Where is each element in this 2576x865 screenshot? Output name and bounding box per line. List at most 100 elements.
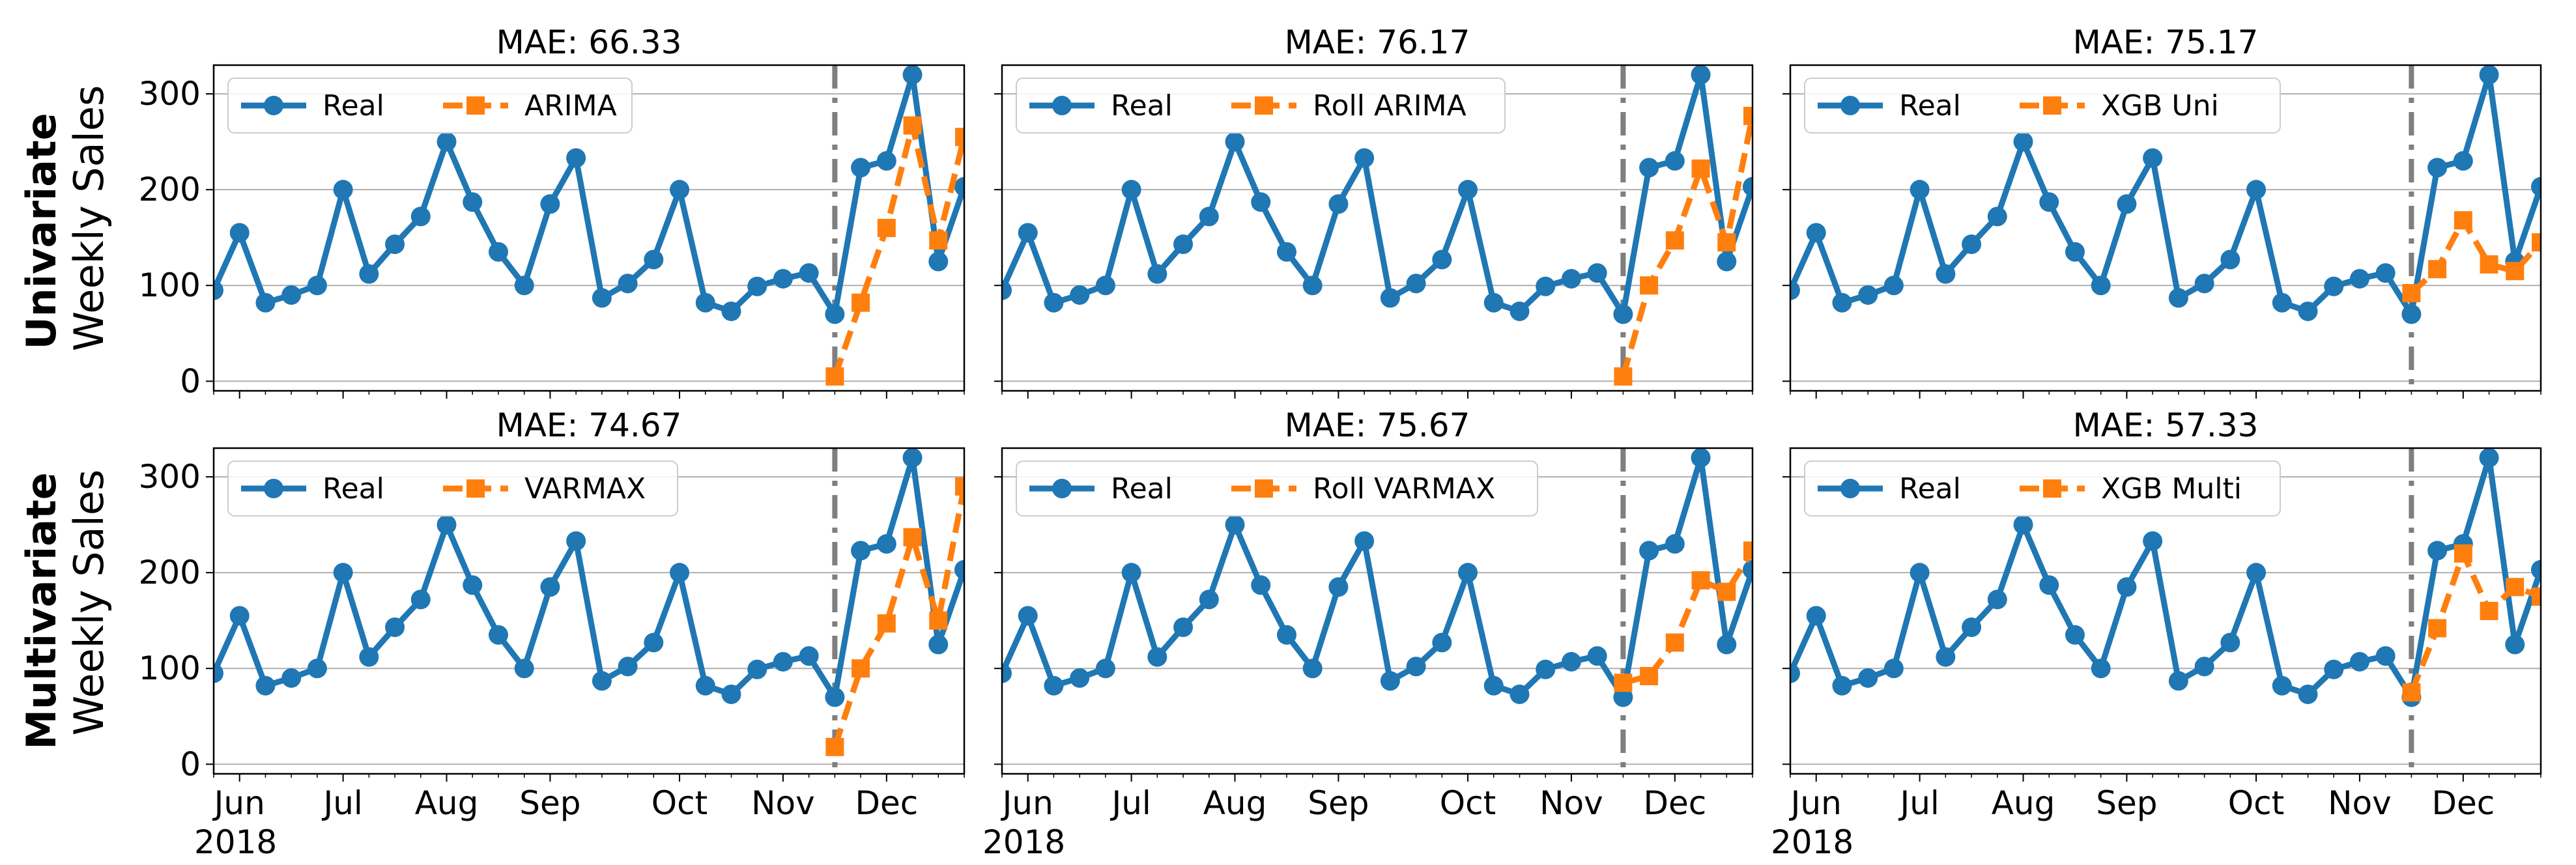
data-point-real xyxy=(2298,301,2318,321)
data-point-real xyxy=(1883,659,1904,679)
data-point-prediction xyxy=(825,367,844,386)
x-tick-label: Sep xyxy=(519,784,580,822)
data-point-real xyxy=(644,632,664,653)
data-point-real xyxy=(1147,647,1167,667)
data-point-real xyxy=(2220,249,2240,270)
axes-frame xyxy=(1789,64,2542,392)
data-point-real xyxy=(1510,301,1530,321)
data-point-real xyxy=(2531,177,2541,197)
data-point-real xyxy=(851,158,871,178)
data-point-real xyxy=(2531,560,2541,580)
row-label-multivariate-bold: Multivariate xyxy=(18,472,65,750)
series-line-prediction xyxy=(832,485,964,748)
data-point-prediction xyxy=(1665,231,1684,250)
legend-marker-prediction xyxy=(2043,479,2061,498)
axes-frame xyxy=(212,447,966,775)
data-point-real xyxy=(2168,288,2188,308)
data-point-real xyxy=(1910,180,1930,200)
data-point-real xyxy=(1717,251,1737,272)
data-point-real xyxy=(1018,606,1038,626)
data-point-real xyxy=(1002,280,1012,300)
data-point-prediction xyxy=(2506,262,2525,281)
data-point-real xyxy=(876,534,896,554)
legend-box xyxy=(1804,461,2281,517)
data-point-real xyxy=(1910,563,1930,583)
data-point-real xyxy=(902,448,923,468)
series-line-real xyxy=(214,455,964,700)
data-point-prediction xyxy=(1691,159,1710,178)
data-point-real xyxy=(2013,515,2033,535)
data-point-real xyxy=(670,180,690,200)
row-label-univariate: Weekly Sales xyxy=(65,85,113,352)
data-point-real xyxy=(1858,668,1878,688)
data-point-real xyxy=(463,575,483,595)
x-tick-label: Jul xyxy=(1109,784,1151,822)
data-point-real xyxy=(1173,617,1194,637)
y-tick-label: 0 xyxy=(180,362,201,400)
data-point-prediction xyxy=(929,611,948,630)
series-group xyxy=(1790,448,2541,707)
data-point-real xyxy=(2194,274,2214,294)
data-point-real xyxy=(1354,148,1375,168)
data-point-real xyxy=(359,264,379,284)
data-point-real xyxy=(1044,675,1064,696)
data-point-prediction xyxy=(2506,578,2525,597)
data-point-real xyxy=(773,268,793,289)
y-tick-label: 200 xyxy=(139,171,201,208)
series-group xyxy=(214,448,964,756)
data-point-real xyxy=(1251,192,1271,212)
data-point-real xyxy=(1199,589,1219,610)
data-point-real xyxy=(721,301,741,321)
data-point-real xyxy=(1095,276,1115,296)
data-point-real xyxy=(2194,657,2214,677)
data-point-prediction xyxy=(877,614,896,633)
data-point-real xyxy=(876,151,896,171)
data-point-prediction xyxy=(2532,233,2541,252)
x-year-label: 2018 xyxy=(194,823,277,861)
data-point-real xyxy=(1962,234,1982,254)
data-point-real xyxy=(1639,541,1659,561)
data-point-real xyxy=(410,589,431,610)
data-point-real xyxy=(410,206,431,227)
data-point-prediction xyxy=(852,293,870,312)
data-point-real xyxy=(1328,577,1349,597)
legend-label-real: Real xyxy=(322,89,384,122)
data-point-real xyxy=(1691,65,1711,85)
data-point-prediction xyxy=(1743,541,1753,560)
x-tick-label: Jul xyxy=(321,784,362,822)
data-point-real xyxy=(1251,575,1271,595)
data-point-real xyxy=(229,606,250,626)
data-point-real xyxy=(1561,651,1581,672)
legend-marker-prediction xyxy=(1255,96,1273,115)
data-point-real xyxy=(2349,651,2369,672)
data-point-real xyxy=(359,647,379,667)
y-tick-label: 100 xyxy=(139,266,201,304)
data-point-real xyxy=(1432,632,1452,653)
x-tick-label: Dec xyxy=(1643,784,1706,822)
data-point-real xyxy=(1987,589,2007,610)
data-point-real xyxy=(954,560,964,580)
chart-panel: MAE: 75.17 Real XGB Uni xyxy=(1782,23,2542,399)
data-point-real xyxy=(1790,280,1800,300)
x-tick-label: Oct xyxy=(1440,784,1496,822)
data-point-real xyxy=(799,263,819,283)
series-line-prediction xyxy=(2409,550,2541,694)
data-point-real xyxy=(618,274,638,294)
data-point-real xyxy=(229,223,250,243)
data-point-real xyxy=(281,668,302,688)
data-point-real xyxy=(1790,663,1800,683)
data-point-real xyxy=(670,563,690,583)
legend-marker-real xyxy=(1840,96,1860,115)
data-point-real xyxy=(825,687,845,707)
data-point-real xyxy=(2220,632,2240,653)
data-point-real xyxy=(747,659,767,679)
series-line-prediction xyxy=(1620,115,1753,378)
y-tick-label: 300 xyxy=(139,75,201,113)
data-point-real xyxy=(2065,242,2085,262)
data-point-real xyxy=(1962,617,1982,637)
data-point-real xyxy=(1587,646,1607,666)
data-point-real xyxy=(463,192,483,212)
data-point-real xyxy=(1806,223,1826,243)
data-point-real xyxy=(2091,659,2111,679)
data-point-real xyxy=(2013,132,2033,152)
